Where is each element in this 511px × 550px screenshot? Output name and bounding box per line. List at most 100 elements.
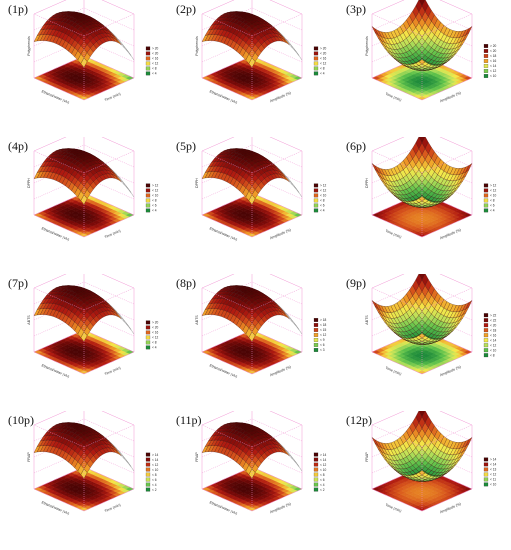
z-axis-label: DPPH [27,178,31,188]
legend-swatch [483,198,489,203]
wall-gridline [33,418,135,442]
legend-swatch [483,348,489,353]
frame-line [101,411,135,426]
legend-entry: < 10 [152,194,159,198]
surface-mesh [371,0,473,71]
x-axis-label: Amplitude (%) [269,502,291,515]
chart-panel: (7p) Time (min) Ethanol/water (v/v) ABTS > 2… [2,274,172,411]
legend-swatch [483,188,489,193]
legend-swatch [313,467,319,472]
floor-contour [371,55,473,101]
legend-entry: < 16 [152,57,159,61]
legend-entry: < 16 [152,331,159,335]
legend-entry: > 20 [490,44,497,48]
legend: > 22< 22< 20< 18< 16< 14< 12< 10< 8 [483,313,497,357]
frame-line [269,137,303,152]
legend-swatch [145,203,151,208]
frame-line [33,411,67,426]
legend-swatch [313,487,319,492]
panel-label: (7p) [8,276,28,290]
frame-line [371,411,405,426]
legend-swatch [483,343,489,348]
legend-entry: < 12 [320,189,327,193]
x-axis-label: Time (min) [104,92,121,102]
legend-entry: > 20 [320,47,327,51]
legend-swatch [313,343,319,347]
frame-line [201,137,235,152]
legend-entry: < 4 [152,209,157,213]
x-axis-label: Amplitude (%) [269,365,291,378]
surface-cell [286,40,293,48]
chart-panel: (9p) Amplitude (%) Time (min) ABTS > 22 < 22 <… [340,274,510,411]
chart-panel: (12p) Amplitude (%) Time (min) FRAP > 14 < 14… [340,411,510,548]
panel-label: (10p) [8,413,34,427]
legend-swatch [145,66,151,71]
legend-entry: < 3 [320,348,325,352]
z-axis-label: Polyphenols [27,36,31,56]
legend-entry: < 18 [490,54,497,58]
legend-entry: < 12 [320,463,327,467]
z-axis-label: DPPH [195,178,199,188]
legend-entry: > 14 [320,453,327,457]
legend-swatch [145,467,151,472]
front-edges [33,287,135,374]
legend-swatch [483,64,489,68]
floor-contour [201,329,303,375]
front-edges [201,13,303,100]
legend-entry: < 20 [152,326,159,330]
frame-line [101,0,135,15]
x-axis-label: Time (min) [104,366,121,376]
legend-swatch [313,477,319,482]
legend-entry: < 20 [152,52,159,56]
legend: > 20< 20< 16< 12< 8< 4 [145,320,159,350]
legend-entry: < 8 [320,67,325,71]
legend-entry: < 12 [490,69,497,73]
legend-swatch [483,183,489,188]
legend-entry: < 14 [490,338,497,342]
legend-swatch [483,44,489,48]
panel-label: (5p) [176,139,196,153]
floor-contour [33,329,135,375]
legend-entry: < 8 [152,473,157,477]
legend-swatch [313,188,319,193]
surface-plot: Time (min)Ethanol/water (v/v)DPPH > 12< 1… [27,137,159,242]
legend-swatch [313,457,319,462]
surface-mesh [201,11,303,68]
surface-plot: Amplitude (%)Time (min)FRAP > 14< 14< 13<… [365,411,497,514]
legend-entry: < 20 [320,52,327,56]
surface-plot: Time (min)Ethanol/water (v/v)FRAP > 14< 1… [27,411,159,516]
legend-entry: < 16 [320,57,327,61]
panel-label: (12p) [346,413,372,427]
front-edges [371,287,473,374]
frame-line [371,274,405,289]
legend-swatch [313,348,319,352]
legend-entry: < 12 [152,189,159,193]
x-axis-label: Amplitude (%) [439,91,461,104]
frame-line [201,274,235,289]
y-axis-label: Time (min) [385,366,402,376]
frame-line [439,411,473,426]
legend-entry: < 14 [320,458,327,462]
surface-mesh [33,11,135,68]
frame-line [269,411,303,426]
legend-swatch [145,188,151,193]
legend-swatch [483,338,489,343]
legend-swatch [145,457,151,462]
frame-line [439,137,473,152]
legend-entry: < 10 [320,194,327,198]
z-axis-label: ABTS [195,315,199,325]
legend-swatch [483,69,489,73]
legend-swatch [145,330,151,335]
legend-entry: < 6 [490,204,495,208]
surface-plot: Amplitude (%)Ethanol/water (v/v)DPPH > 12… [195,137,327,242]
legend-swatch [145,487,151,492]
legend-swatch [145,452,151,457]
legend-entry: < 15 [320,328,327,332]
frame-line [101,274,135,289]
surface-mesh [33,422,135,479]
legend-swatch [483,74,489,78]
surface-cell [286,177,293,185]
z-axis-label: ABTS [365,315,369,325]
legend-swatch [313,198,319,203]
front-edges [33,13,135,100]
